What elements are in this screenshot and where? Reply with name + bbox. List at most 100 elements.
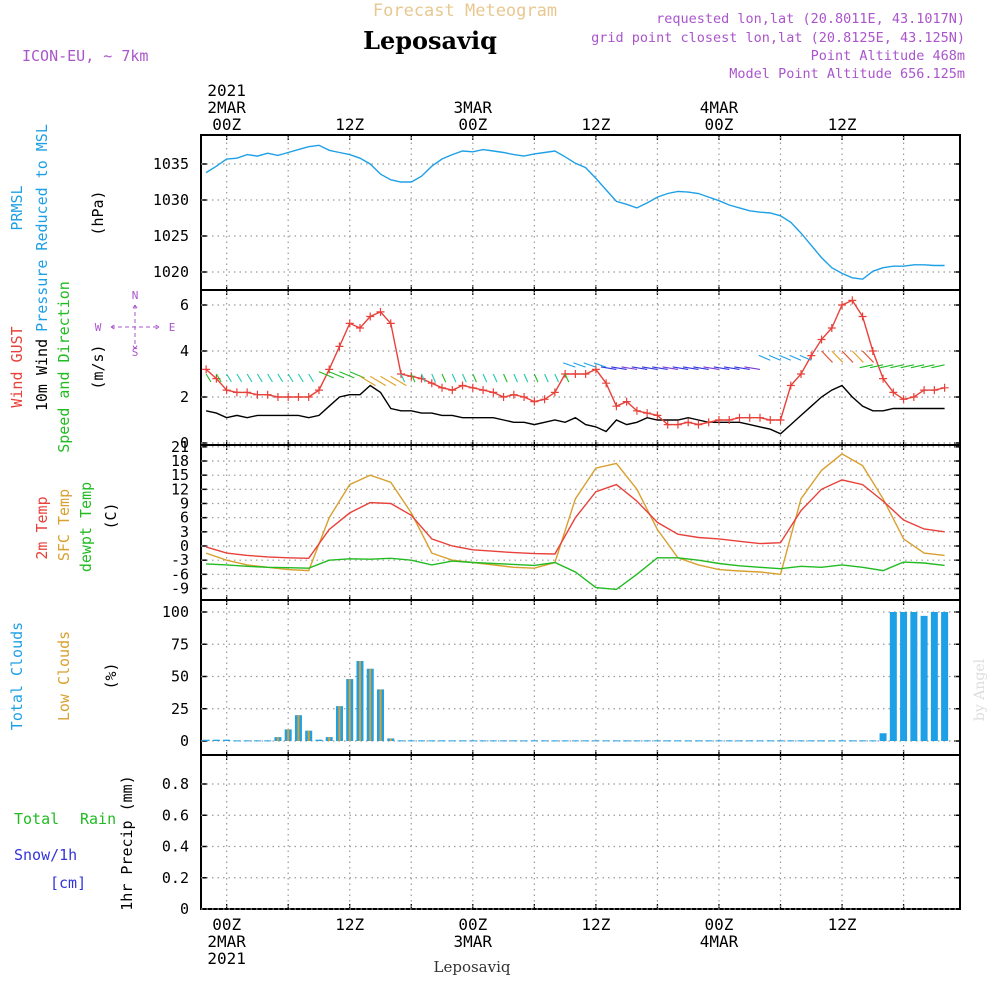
- wind-gust-point: [335, 342, 344, 351]
- total-clouds-bar: [746, 740, 754, 742]
- wind-gust-label: Wind GUST: [8, 326, 26, 407]
- y-tick-label: 1030: [153, 191, 189, 209]
- low-clouds-bar: [287, 729, 290, 741]
- y-tick-label: 100: [162, 603, 189, 621]
- wind-gust-point: [366, 312, 375, 321]
- wind-gust-point: [243, 388, 252, 397]
- wind-direction-label: Speed and Direction: [55, 281, 73, 453]
- total-clouds-bar: [428, 740, 436, 742]
- wind-direction-arrow: [859, 364, 873, 369]
- total-clouds-bar: [223, 739, 231, 741]
- y-tick-label: -6: [171, 565, 189, 583]
- low-clouds-label: Low Clouds: [55, 631, 73, 721]
- total-clouds-bar: [705, 740, 713, 742]
- y-tick-label: 0: [180, 537, 189, 555]
- total-clouds-bar: [469, 740, 477, 742]
- total-clouds-bar: [541, 740, 549, 742]
- y-tick-label: 75: [171, 635, 189, 653]
- wind-gust-point: [273, 393, 282, 401]
- wind-gust-point: [755, 413, 764, 422]
- pressure-label: PRMSL: [8, 185, 26, 230]
- wind-direction-arrow: [297, 373, 304, 383]
- compass-east: E: [169, 321, 176, 334]
- total-clouds-bar: [838, 740, 846, 742]
- low-clouds-bar: [348, 679, 351, 741]
- time-label-bottom: 00Z: [458, 915, 487, 934]
- wind-gust-point: [294, 393, 303, 401]
- footer-location: Leposaviq: [434, 958, 511, 976]
- y-tick-label: -9: [171, 580, 189, 598]
- wind-direction-arrow: [768, 354, 781, 361]
- total-clouds-bar: [869, 740, 877, 742]
- grid-point-coords: grid point closest lon,lat (20.8125E, 43…: [591, 30, 965, 46]
- time-label-bottom: 12Z: [581, 915, 610, 934]
- wind-direction-arrow: [713, 366, 730, 370]
- wind-gust-point: [581, 370, 590, 378]
- wind-gust-point: [940, 383, 949, 392]
- compass-south: S: [132, 346, 139, 359]
- wind-gust-point: [479, 386, 488, 395]
- wind-gust-point: [304, 393, 313, 401]
- total-clouds-bar: [582, 740, 590, 742]
- compass-west: W: [95, 321, 102, 334]
- wind-gust-point: [838, 301, 847, 309]
- wind-gust-point: [776, 416, 785, 424]
- y-tick-label: 0.8: [162, 775, 189, 793]
- wind-direction-arrow: [841, 350, 854, 363]
- wind-direction-arrow: [267, 373, 273, 383]
- pressure-label: Pressure Reduced to MSL: [33, 124, 51, 332]
- wind-direction-arrow: [287, 373, 294, 383]
- wind-direction-arrow: [226, 373, 232, 383]
- wind-direction-arrow: [410, 373, 416, 383]
- wind-gust-point: [509, 390, 518, 399]
- y-tick-label: 0: [180, 434, 189, 452]
- wind-gust-point: [745, 413, 754, 422]
- wind-gust-point: [602, 379, 611, 388]
- y-tick-label: 0.2: [162, 869, 189, 887]
- wind-direction-arrow: [369, 375, 387, 387]
- wind-direction-arrow: [390, 375, 407, 387]
- wind-direction-arrow: [703, 366, 720, 370]
- wind-direction-arrow: [821, 350, 833, 363]
- y-tick-label: 2: [180, 388, 189, 406]
- total-clouds-bar: [725, 740, 733, 742]
- wind-gust-point: [253, 390, 262, 399]
- total-clouds-bar: [766, 740, 774, 742]
- clouds-panel-frame: [200, 599, 961, 756]
- wind-gust-point: [314, 386, 323, 395]
- pressure-line: [205, 144, 945, 280]
- y-tick-label: 6: [180, 296, 189, 314]
- time-label-top: 12Z: [335, 115, 364, 134]
- wind-direction-arrow: [400, 373, 406, 383]
- clouds-unit: (%): [102, 662, 120, 689]
- wind-direction-arrow: [910, 364, 925, 369]
- time-label-top: 2021: [207, 81, 246, 100]
- precipitation-panel-frame: [200, 754, 961, 910]
- wind-direction-arrow: [431, 373, 436, 383]
- wind-direction-arrow: [758, 354, 771, 361]
- total-rain-label: Rain: [80, 810, 116, 828]
- precip-label: 1hr Precip (mm): [118, 775, 136, 910]
- y-tick-label: 25: [171, 700, 189, 718]
- wind-direction-arrow: [600, 366, 617, 370]
- wind-gust-point: [632, 406, 641, 415]
- wind-direction-arrow: [931, 364, 945, 369]
- total-clouds-bar: [479, 740, 487, 742]
- wind-gust-point: [827, 324, 836, 332]
- wind-direction-arrow: [339, 371, 355, 379]
- wind-gust-point: [899, 395, 908, 404]
- wind-direction-arrow: [641, 366, 658, 370]
- total-clouds-bar: [735, 740, 743, 742]
- time-label-bottom: 2021: [207, 949, 246, 968]
- wind-gust-point: [694, 420, 703, 429]
- wind-direction-arrow: [869, 364, 884, 369]
- wind-direction-arrow: [523, 373, 529, 383]
- total-clouds-bar: [920, 615, 928, 741]
- wind-gust-point: [232, 388, 241, 397]
- wind-10m-label: 10m Wind: [33, 339, 51, 411]
- y-tick-label: 1035: [153, 155, 189, 173]
- total-clouds-bar: [500, 740, 508, 742]
- total-clouds-bar: [643, 740, 651, 742]
- low-clouds-bar: [358, 661, 361, 741]
